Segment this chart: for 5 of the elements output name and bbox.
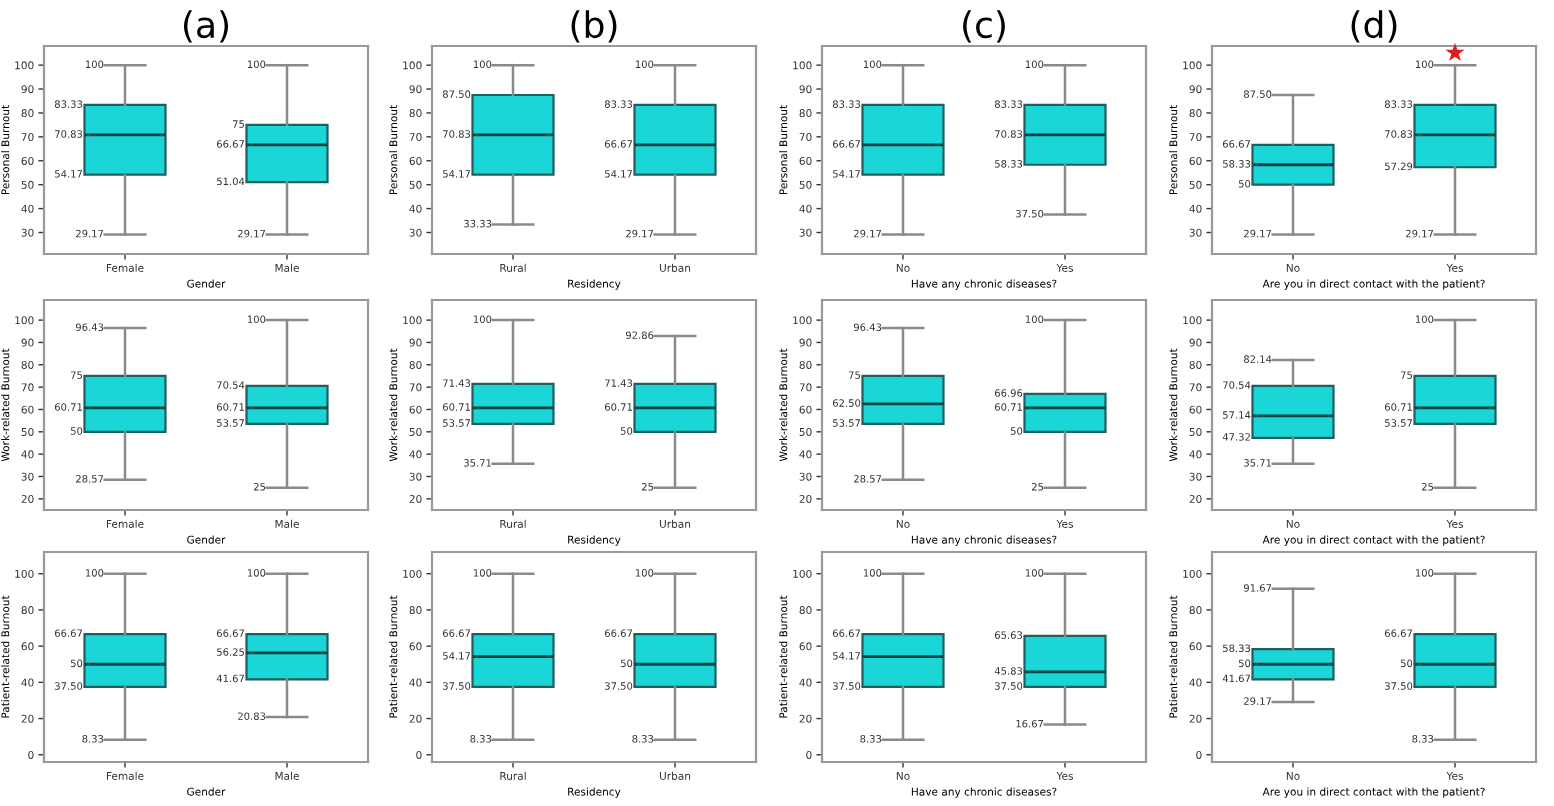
chart-title: (c) <box>963 10 1005 43</box>
chart-title: (d) <box>1351 10 1397 43</box>
chart-title: (b) <box>571 10 617 43</box>
chart-title: (a) <box>183 10 229 43</box>
annotation: ★ <box>1445 42 1465 62</box>
